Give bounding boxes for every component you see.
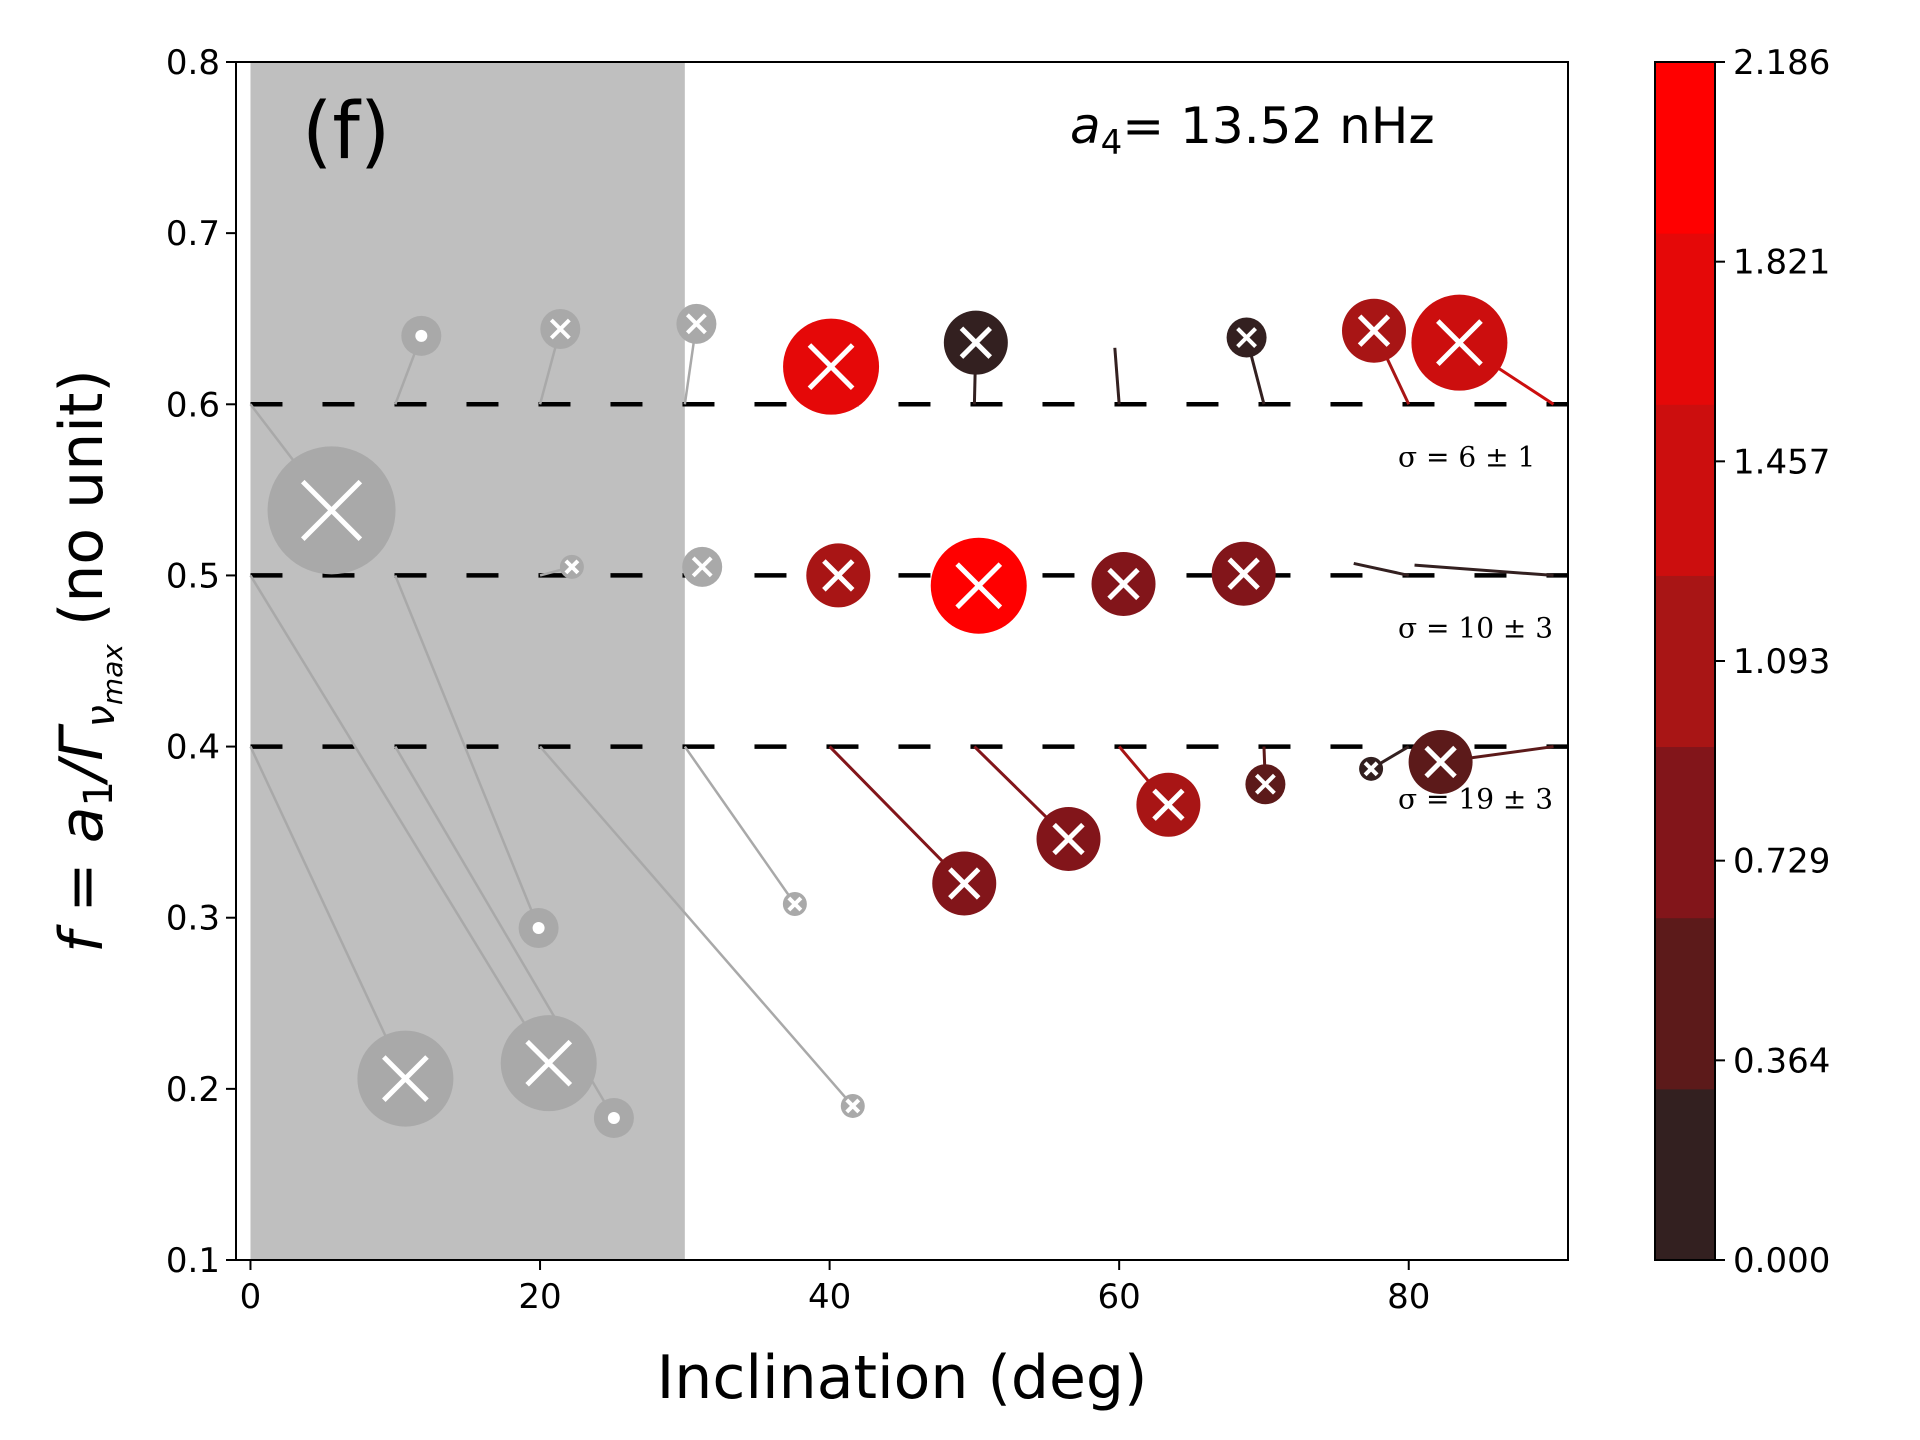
colorbar-tick-label-2: 0.729: [1733, 842, 1830, 882]
point-13-x-marker: [955, 562, 1003, 610]
colorbar: 0.000 0.364 0.729 1.093 1.457 1.821 2.186: [1654, 43, 1830, 1281]
plot-frame: [235, 61, 1569, 1261]
x-axis-ticks: 0 20 40 60 80: [240, 1260, 1430, 1317]
colorbar-segment-1: [1655, 917, 1715, 1090]
panel-label: (f): [302, 87, 390, 177]
point-21-dot-marker: [607, 1111, 620, 1124]
data-points: [267, 294, 1508, 1138]
sigma-labels: σ = 6 ± 1 σ = 10 ± 3 σ = 19 ± 3: [1398, 440, 1553, 815]
y-title-mid: /Γ: [47, 723, 117, 786]
point-8-x-marker: [1436, 319, 1483, 367]
point-4-x-marker: [959, 326, 993, 359]
connector-22: [683, 745, 796, 905]
point-18-x-marker: [382, 1055, 429, 1102]
point-12-x-marker: [822, 559, 855, 592]
y-tick-label-0: 0.1: [166, 1241, 220, 1281]
point-29-x-marker: [1424, 745, 1457, 779]
point-7-x-marker: [1357, 314, 1391, 347]
y-tick-label-2: 0.3: [166, 899, 220, 939]
colorbar-segment-0: [1655, 1088, 1715, 1261]
colorbar-tick-label-4: 1.457: [1733, 442, 1830, 482]
point-19-x-marker: [525, 1039, 573, 1087]
y-tick-label-1: 0.2: [166, 1070, 220, 1110]
y-title-prefix: f = a: [47, 807, 117, 953]
colorbar-tick-label-3: 1.093: [1733, 642, 1830, 682]
y-axis-title: f = a1/Γνmax (no unit): [47, 369, 129, 953]
colorbar-tick-label-0: 0.000: [1733, 1241, 1830, 1281]
point-28-x-marker: [1363, 761, 1379, 777]
y-tick-label-6: 0.7: [166, 214, 220, 254]
colorbar-segment-6: [1655, 62, 1715, 234]
y-tick-label-3: 0.4: [166, 728, 220, 768]
connector-5: [1113, 347, 1121, 405]
point-0-dot-marker: [415, 329, 428, 342]
point-26-x-marker: [1152, 788, 1185, 821]
colorbar-segment-2: [1655, 746, 1715, 919]
point-20-dot-marker: [532, 921, 545, 934]
y-title-sub3: max: [96, 644, 129, 705]
colorbar-segment-4: [1655, 404, 1715, 576]
sigma-label-1: σ = 10 ± 3: [1398, 611, 1553, 644]
sigma-label-0: σ = 6 ± 1: [1398, 440, 1535, 473]
point-9-x-marker: [300, 479, 363, 541]
colorbar-tick-label-1: 0.364: [1733, 1041, 1830, 1081]
y-title-sub2: ν: [78, 705, 124, 727]
excluded-region-shading: [250, 62, 685, 1260]
connector-16: [1353, 561, 1410, 577]
point-2-x-marker: [685, 313, 707, 335]
point-6-x-marker: [1236, 327, 1257, 348]
x-tick-label-4: 80: [1387, 1277, 1430, 1317]
point-3-x-marker: [807, 343, 855, 391]
point-23-x-marker: [845, 1098, 861, 1114]
x-tick-label-0: 0: [240, 1277, 262, 1317]
colorbar-tick-label-6: 2.186: [1733, 43, 1830, 83]
colorbar-segment-3: [1655, 575, 1715, 748]
y-tick-label-4: 0.5: [166, 556, 220, 596]
colorbar-segment-5: [1655, 233, 1715, 405]
connector-17: [1414, 563, 1554, 577]
point-14-x-marker: [1107, 567, 1140, 601]
y-title-suffix: (no unit): [47, 369, 117, 626]
colorbar-tick-label-5: 1.821: [1733, 243, 1830, 283]
a4-symbol: a: [1070, 97, 1101, 155]
reference-levels: [250, 402, 1568, 749]
connector-19: [249, 574, 550, 1064]
sigma-label-2: σ = 19 ± 3: [1398, 783, 1553, 816]
point-11-x-marker: [691, 556, 713, 578]
x-tick-label-3: 60: [1098, 1277, 1141, 1317]
point-1-x-marker: [549, 318, 571, 340]
y-axis-ticks: 0.1 0.2 0.3 0.4 0.5 0.6 0.7 0.8: [166, 43, 236, 1281]
y-tick-label-7: 0.8: [166, 43, 220, 83]
y-tick-label-5: 0.6: [166, 385, 220, 425]
connector-20: [394, 574, 540, 929]
point-15-x-marker: [1227, 557, 1260, 590]
point-25-x-marker: [1052, 822, 1085, 856]
connector-18: [249, 746, 407, 1080]
x-tick-label-2: 40: [808, 1277, 851, 1317]
a4-annotation: a4= 13.52 nHz: [1070, 97, 1435, 163]
x-tick-label-1: 20: [518, 1277, 561, 1317]
point-22-x-marker: [787, 896, 803, 912]
connector-23: [539, 745, 854, 1107]
point-10-x-marker: [564, 559, 580, 575]
connector-24: [828, 745, 966, 885]
point-27-x-marker: [1254, 773, 1276, 795]
a4-subscript: 4: [1101, 123, 1123, 163]
x-axis-title: Inclination (deg): [657, 1343, 1148, 1413]
a4-value: = 13.52 nHz: [1122, 97, 1434, 155]
y-title-sub1: 1: [76, 781, 122, 806]
point-24-x-marker: [948, 867, 981, 900]
